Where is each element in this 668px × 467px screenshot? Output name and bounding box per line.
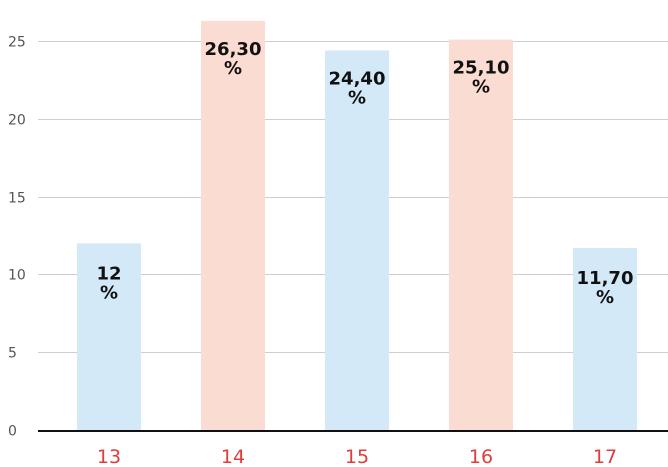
x-tick-label: 16 xyxy=(469,446,493,467)
bar-value-label: % xyxy=(348,87,366,108)
bar xyxy=(573,248,637,430)
bar xyxy=(325,50,389,430)
bar xyxy=(449,39,513,431)
bar-value-label: % xyxy=(596,287,614,308)
x-tick-label: 13 xyxy=(97,446,121,467)
bar-value-label: 25,10 xyxy=(453,58,510,79)
bar-value-label: 12 xyxy=(96,263,121,284)
bar-value-label: % xyxy=(224,58,242,79)
bars xyxy=(77,20,637,431)
x-tick-label: 15 xyxy=(345,446,369,467)
x-axis-tick-labels: 13 14 15 16 17 xyxy=(97,446,617,467)
y-tick-label: 20 xyxy=(8,113,26,129)
x-tick-label: 17 xyxy=(593,446,617,467)
x-tick-label: 14 xyxy=(221,446,245,467)
bar xyxy=(201,20,265,431)
bar-value-label: % xyxy=(472,77,490,98)
bar-value-label: 26,30 xyxy=(205,39,262,60)
bar-value-label: % xyxy=(100,282,118,303)
y-tick-label: 10 xyxy=(8,268,26,284)
y-tick-label: 0 xyxy=(8,424,17,440)
bar-value-label: 11,70 xyxy=(577,268,634,289)
bar xyxy=(77,243,141,430)
bar-value-label: 24,40 xyxy=(329,68,386,89)
y-axis-tick-labels: 0 5 10 15 20 25 xyxy=(8,35,26,440)
y-tick-label: 25 xyxy=(8,35,26,51)
bar-value-labels: 12%26,30%24,40%25,10%11,70% xyxy=(96,39,633,308)
y-tick-label: 5 xyxy=(8,346,17,362)
y-tick-label: 15 xyxy=(8,191,26,207)
